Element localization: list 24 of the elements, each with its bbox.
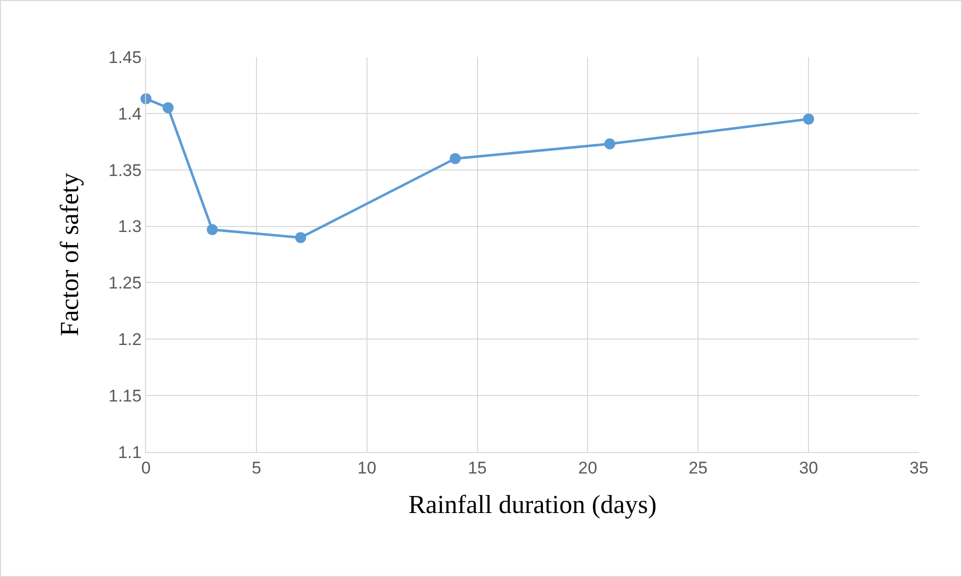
x-axis-title: Rainfall duration (days)	[408, 490, 657, 520]
x-tick-label: 0	[141, 458, 151, 478]
y-tick-label: 1.2	[118, 330, 142, 350]
y-tick-label: 1.15	[108, 386, 142, 406]
y-tick-label: 1.4	[118, 104, 142, 124]
point	[206, 224, 218, 236]
y-tick-label: 1.45	[108, 48, 142, 67]
x-tick-label: 5	[252, 458, 262, 478]
y-tick-label: 1.25	[108, 274, 142, 293]
x-tick-label: 10	[357, 458, 376, 478]
y-tick-label: 1.3	[118, 217, 142, 236]
x-tick-label: 35	[910, 458, 928, 478]
y-axis-title: Factor of safety	[54, 172, 84, 336]
point	[162, 102, 174, 114]
point	[295, 232, 306, 244]
x-tick-label: 15	[468, 458, 487, 478]
x-tick-label: 25	[688, 458, 708, 478]
x-tick-label: 30	[799, 458, 818, 478]
point	[803, 114, 814, 125]
point	[450, 153, 461, 164]
x-tick-label: 20	[578, 458, 598, 478]
y-tick-label: 1.35	[108, 160, 142, 180]
y-tick-label: 1.1	[118, 442, 142, 462]
point	[604, 138, 616, 150]
